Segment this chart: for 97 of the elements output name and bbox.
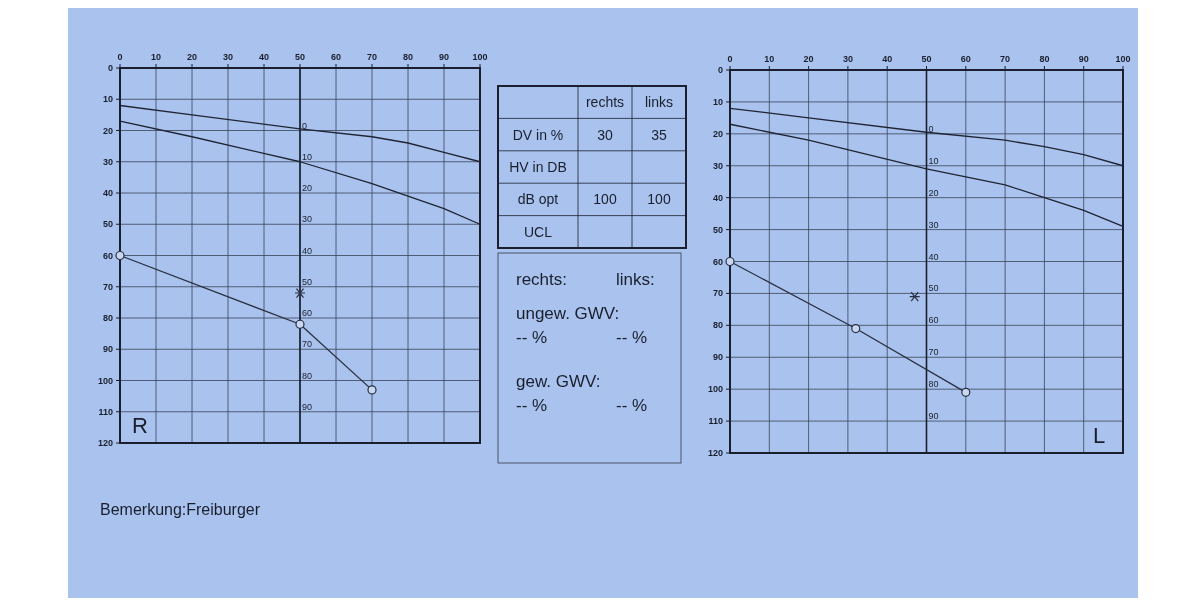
y-tick-label: 120	[97, 438, 113, 448]
y-tick-label: 110	[708, 416, 723, 427]
text: 30	[597, 126, 613, 143]
y2-tick-label: 20	[302, 183, 313, 193]
text: -- %	[516, 395, 548, 415]
y2-tick-label: 50	[928, 283, 939, 294]
x-tick-label: 40	[258, 52, 270, 62]
text: -- %	[616, 327, 648, 347]
x-tick-label: 50	[921, 54, 932, 64]
y-tick-label: 50	[102, 219, 113, 230]
point	[294, 287, 306, 299]
y-tick-label: 30	[102, 156, 113, 167]
annotation: L	[1093, 423, 1106, 448]
x-tick-label: 30	[842, 54, 853, 64]
x-tick-label: 50	[294, 52, 306, 62]
y-tick-label: 60	[712, 256, 723, 267]
y-tick-label: 30	[712, 160, 723, 171]
y-tick-label: 110	[98, 406, 113, 417]
category-label: dB opt	[517, 191, 559, 208]
category-label: links	[644, 94, 674, 111]
y2-tick-label: 80	[302, 370, 313, 381]
text: 100	[593, 191, 617, 208]
point	[367, 385, 377, 395]
y2-tick-label: 80	[928, 379, 939, 390]
x-tick-label: 100	[1115, 54, 1131, 64]
y2-tick-label: 90	[302, 401, 313, 412]
x-tick-label: 40	[882, 54, 893, 64]
y2-tick-label: 60	[928, 315, 939, 326]
y2-tick-label: 30	[302, 214, 313, 225]
x-tick-label: 70	[1000, 54, 1011, 64]
y-tick-label: 100	[707, 384, 723, 395]
y-tick-label: 20	[712, 128, 723, 139]
y-tick-label: 20	[102, 125, 113, 136]
y2-tick-label: 20	[928, 187, 939, 198]
x-tick-label: 90	[1078, 54, 1089, 64]
y-tick-label: 0	[107, 63, 113, 73]
point	[851, 323, 861, 334]
x-tick-label: 80	[1039, 54, 1050, 64]
category-label: DV in %	[512, 126, 564, 143]
y-tick-label: 80	[102, 313, 113, 323]
y2-tick-label: 0	[928, 123, 934, 134]
text: 100	[647, 191, 671, 208]
x-tick-label: 10	[150, 52, 162, 62]
text: -- %	[516, 327, 548, 347]
y-tick-label: 50	[712, 224, 723, 235]
y-tick-label: 40	[712, 192, 723, 203]
x-tick-label: 70	[366, 52, 378, 62]
y-tick-label: 100	[97, 375, 113, 386]
y2-tick-label: 10	[928, 155, 939, 166]
text: 35	[651, 126, 667, 143]
text: rechts:	[516, 270, 568, 289]
text: links:	[616, 270, 655, 289]
point	[725, 256, 735, 267]
point	[115, 250, 125, 261]
y-tick-label: 90	[712, 352, 723, 363]
y-tick-label: 120	[707, 448, 723, 458]
point	[961, 387, 971, 397]
y2-tick-label: 40	[928, 251, 939, 262]
y2-tick-label: 90	[928, 411, 939, 422]
text: -- %	[616, 395, 648, 415]
y2-tick-label: 70	[928, 347, 939, 358]
y-tick-label: 80	[712, 320, 723, 331]
y2-tick-label: 0	[302, 120, 308, 131]
x-tick-label: 90	[438, 52, 450, 62]
x-tick-label: 20	[803, 54, 814, 64]
x-tick-label: 30	[222, 52, 234, 62]
x-tick-label: 0	[727, 54, 733, 64]
x-tick-label: 60	[960, 54, 971, 64]
y2-tick-label: 10	[302, 151, 313, 162]
y-tick-label: 70	[712, 288, 723, 299]
category-label: UCL	[523, 223, 553, 240]
y2-tick-label: 30	[928, 219, 939, 230]
y-tick-label: 60	[102, 250, 113, 261]
text: gew. GWV:	[516, 372, 601, 391]
x-tick-label: 20	[186, 52, 198, 62]
y-tick-label: 0	[717, 65, 723, 75]
x-tick-label: 100	[472, 52, 488, 62]
text: Bemerkung:Freiburger	[100, 501, 261, 518]
y2-tick-label: 70	[302, 339, 313, 350]
y2-tick-label: 50	[302, 276, 313, 287]
x-tick-label: 0	[117, 52, 123, 62]
x-tick-label: 60	[330, 52, 342, 62]
category-label: rechts	[585, 94, 625, 111]
annotation: R	[132, 413, 148, 438]
y-tick-label: 90	[102, 344, 113, 355]
y-tick-label: 10	[712, 96, 723, 107]
x-tick-label: 10	[764, 54, 775, 64]
y-tick-label: 40	[102, 188, 113, 198]
text: ungew. GWV:	[516, 304, 620, 323]
y2-tick-label: 60	[302, 308, 313, 318]
point	[909, 291, 921, 302]
x-tick-label: 80	[402, 52, 414, 62]
point	[295, 319, 305, 329]
y-tick-label: 70	[102, 281, 113, 292]
y2-tick-label: 40	[302, 245, 313, 256]
category-label: HV in DB	[509, 159, 567, 175]
y-tick-label: 10	[102, 94, 113, 105]
